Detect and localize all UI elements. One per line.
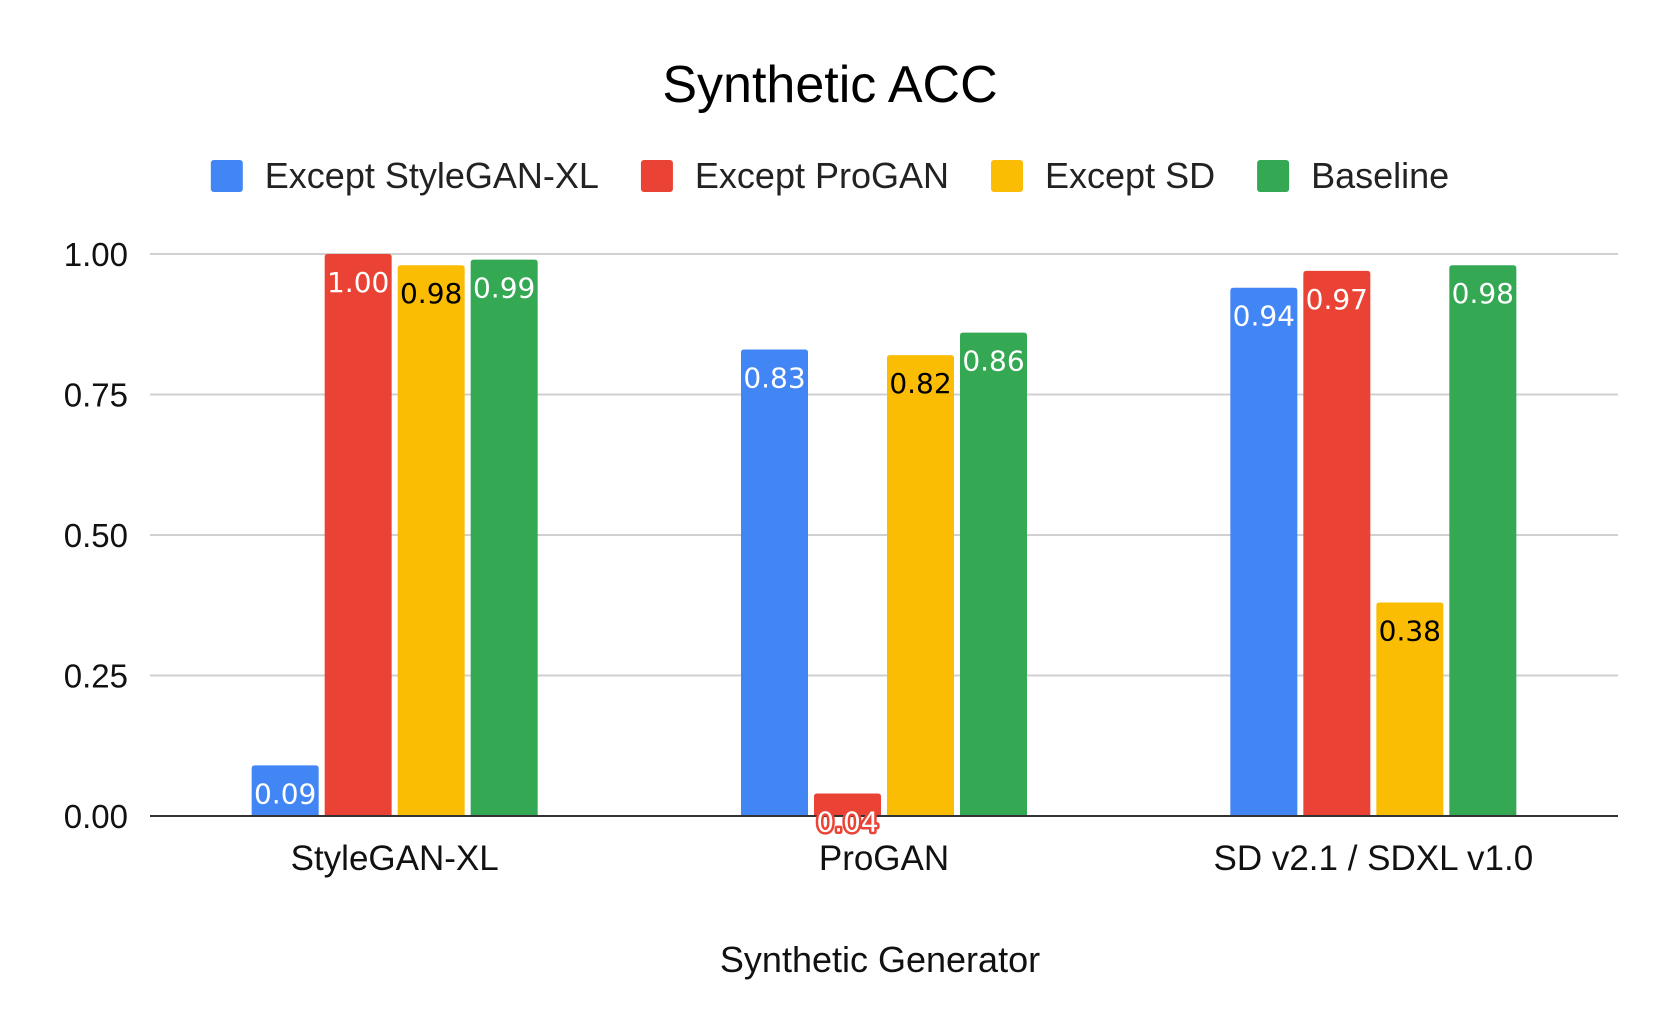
bars (251, 254, 1517, 817)
bar (741, 349, 808, 816)
legend-label: Except StyleGAN-XL (265, 155, 599, 196)
data-label: 1.00 (327, 266, 389, 299)
data-label: 0.99 (473, 272, 535, 305)
bar (470, 259, 538, 816)
legend-swatch (640, 160, 673, 192)
legend-label: Except SD (1045, 155, 1215, 196)
bar (1376, 602, 1444, 816)
data-label: 0.97 (1306, 283, 1368, 316)
chart-title: Synthetic ACC (662, 56, 997, 114)
legend: Except StyleGAN-XL Except ProGAN Except SD… (210, 155, 1449, 196)
data-label: 0.09 (254, 777, 316, 810)
data-label: 0.83 (743, 362, 805, 395)
y-tick-label: 0.25 (64, 658, 128, 695)
data-labels: 0.09 1.00 0.98 0.99 0.83 0.04 0.82 0.86 0.94 0.97… (251, 264, 1516, 842)
x-category-label: SD v2.1 / SDXL v1.0 (1213, 839, 1533, 878)
data-label: 0.94 (1233, 300, 1295, 333)
data-label: 0.04 (816, 806, 878, 839)
bar (251, 765, 319, 816)
bar (1449, 265, 1517, 816)
bar (324, 254, 392, 816)
y-axis-ticks: 0.00 0.25 0.50 0.75 1.00 (64, 236, 128, 835)
legend-swatch (991, 160, 1024, 192)
data-label: 0.82 (889, 367, 951, 400)
gridlines (150, 253, 1618, 677)
bar (397, 265, 465, 816)
x-category-label: ProGAN (819, 839, 949, 878)
bar (1230, 287, 1298, 817)
data-label: 0.38 (1379, 614, 1441, 647)
y-tick-label: 1.00 (64, 236, 128, 273)
y-tick-label: 0.50 (64, 517, 128, 554)
data-label: 0.86 (962, 345, 1024, 378)
x-axis-title: Synthetic Generator (720, 939, 1040, 980)
y-tick-label: 0.00 (64, 798, 128, 835)
legend-label: Except ProGAN (695, 155, 949, 196)
bar (960, 332, 1027, 816)
x-category-label: StyleGAN-XL (291, 839, 499, 878)
data-label: 0.98 (400, 277, 462, 310)
data-label: 0.98 (1452, 277, 1514, 310)
bar (887, 355, 954, 816)
legend-label: Baseline (1311, 155, 1449, 196)
bar (1303, 270, 1371, 816)
y-tick-label: 0.75 (64, 377, 128, 414)
legend-swatch (210, 160, 243, 192)
x-axis-categories: StyleGAN-XL ProGAN SD v2.1 / SDXL v1.0 (291, 839, 1534, 878)
legend-swatch (1257, 160, 1290, 192)
bar (814, 793, 881, 816)
